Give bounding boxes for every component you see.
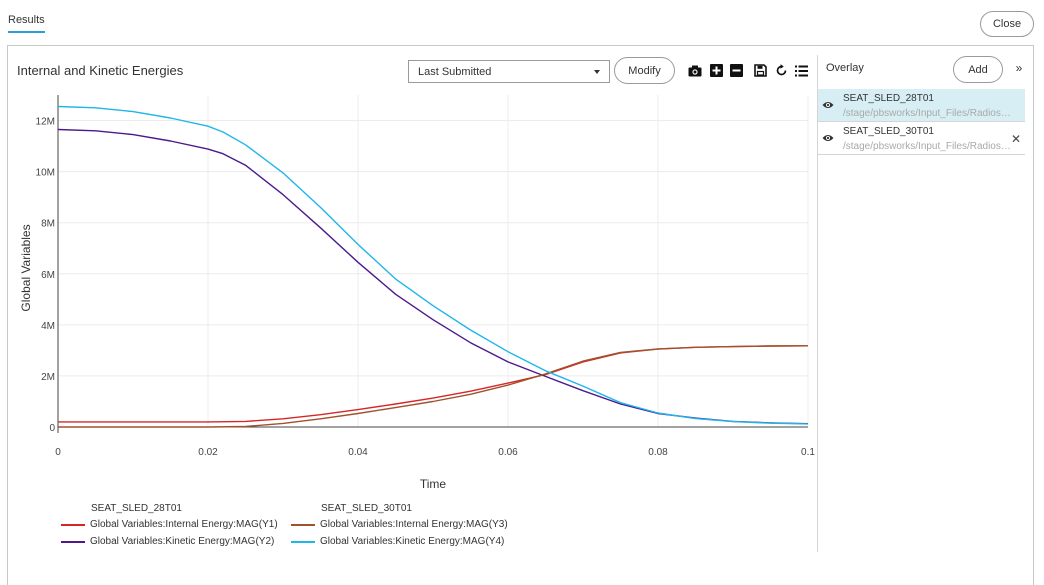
close-button[interactable]: Close: [980, 11, 1034, 37]
plot-title: Internal and Kinetic Energies: [17, 63, 184, 78]
series-line-4: [57, 105, 809, 425]
collapse-panel-icon[interactable]: »: [1015, 61, 1023, 75]
legend-swatch: [291, 540, 315, 543]
y-tick-label: 4M: [41, 321, 55, 332]
legend-entry-label: Global Variables:Internal Energy:MAG(Y1): [90, 519, 278, 530]
legend-entry-label: Global Variables:Kinetic Energy:MAG(Y4): [320, 536, 505, 547]
x-tick-label: 0.1: [801, 447, 815, 458]
series-line-2: [57, 128, 809, 425]
y-tick-label: 10M: [36, 168, 55, 179]
series-line-3: [58, 345, 809, 428]
source-select-value: Last Submitted: [418, 65, 492, 78]
overlay-item[interactable]: SEAT_SLED_30T01 /stage/pbsworks/Input_Fi…: [818, 122, 1025, 155]
legend-swatch: [61, 523, 85, 526]
legend-entry[interactable]: Global Variables:Internal Energy:MAG(Y3): [291, 519, 508, 530]
overlay-item-path: /stage/pbsworks/Input_Files/Radioss/SEAT…: [843, 141, 1011, 152]
x-tick-label: 0: [55, 447, 61, 458]
energy-chart: 0 0.02 0.04 0.06 0.08 0.1 0 2M 4M 6M 8M 10M 12M Time G…: [19, 95, 815, 491]
reset-icon[interactable]: [774, 63, 789, 78]
x-tick-label: 0.06: [498, 447, 518, 458]
eye-icon[interactable]: [822, 133, 834, 143]
tab-results[interactable]: Results: [8, 14, 45, 33]
caret-down-icon: [594, 70, 600, 74]
save-icon[interactable]: [753, 63, 768, 78]
y-tick-label: 2M: [41, 372, 55, 383]
legend-swatch: [61, 540, 85, 543]
series-line-1: [58, 345, 809, 423]
x-axis-label: Time: [420, 477, 447, 491]
y-axis-label: Global Variables: [19, 224, 33, 311]
legend-swatch: [291, 523, 315, 526]
overlay-label: Overlay: [826, 62, 864, 74]
zoom-in-icon[interactable]: [709, 63, 724, 78]
eye-icon[interactable]: [822, 100, 834, 110]
x-tick-label: 0.08: [648, 447, 668, 458]
camera-icon[interactable]: [687, 63, 702, 78]
legend-entry[interactable]: Global Variables:Internal Energy:MAG(Y1): [61, 519, 278, 530]
legend-group-title: SEAT_SLED_28T01: [91, 503, 182, 514]
list-icon[interactable]: [794, 63, 809, 78]
overlay-item-name: SEAT_SLED_30T01: [843, 126, 934, 137]
source-select[interactable]: Last Submitted: [408, 60, 610, 83]
add-overlay-button[interactable]: Add: [953, 56, 1003, 83]
x-tick-label: 0.04: [348, 447, 368, 458]
overlay-item[interactable]: SEAT_SLED_28T01 /stage/pbsworks/Input_Fi…: [818, 89, 1025, 122]
modify-button[interactable]: Modify: [614, 57, 675, 84]
results-panel: [7, 45, 1034, 585]
close-icon[interactable]: ✕: [1011, 132, 1022, 146]
x-tick-label: 0.02: [198, 447, 218, 458]
legend-entry-label: Global Variables:Kinetic Energy:MAG(Y2): [90, 536, 275, 547]
legend-entry[interactable]: Global Variables:Kinetic Energy:MAG(Y2): [61, 536, 274, 547]
zoom-out-icon[interactable]: [729, 63, 744, 78]
overlay-item-name: SEAT_SLED_28T01: [843, 93, 934, 104]
y-tick-label: 0: [49, 423, 55, 434]
y-tick-label: 6M: [41, 270, 55, 281]
legend-entry[interactable]: Global Variables:Kinetic Energy:MAG(Y4): [291, 536, 504, 547]
overlay-item-path: /stage/pbsworks/Input_Files/Radioss/SEAT…: [843, 108, 1011, 119]
y-tick-label: 12M: [36, 117, 55, 128]
panel-divider: [817, 55, 818, 552]
y-tick-label: 8M: [41, 219, 55, 230]
chart-svg: 0 0.02 0.04 0.06 0.08 0.1 0 2M 4M 6M 8M 10M 12M Time G…: [19, 95, 815, 491]
legend-entry-label: Global Variables:Internal Energy:MAG(Y3): [320, 519, 508, 530]
legend-group-title: SEAT_SLED_30T01: [321, 503, 412, 514]
